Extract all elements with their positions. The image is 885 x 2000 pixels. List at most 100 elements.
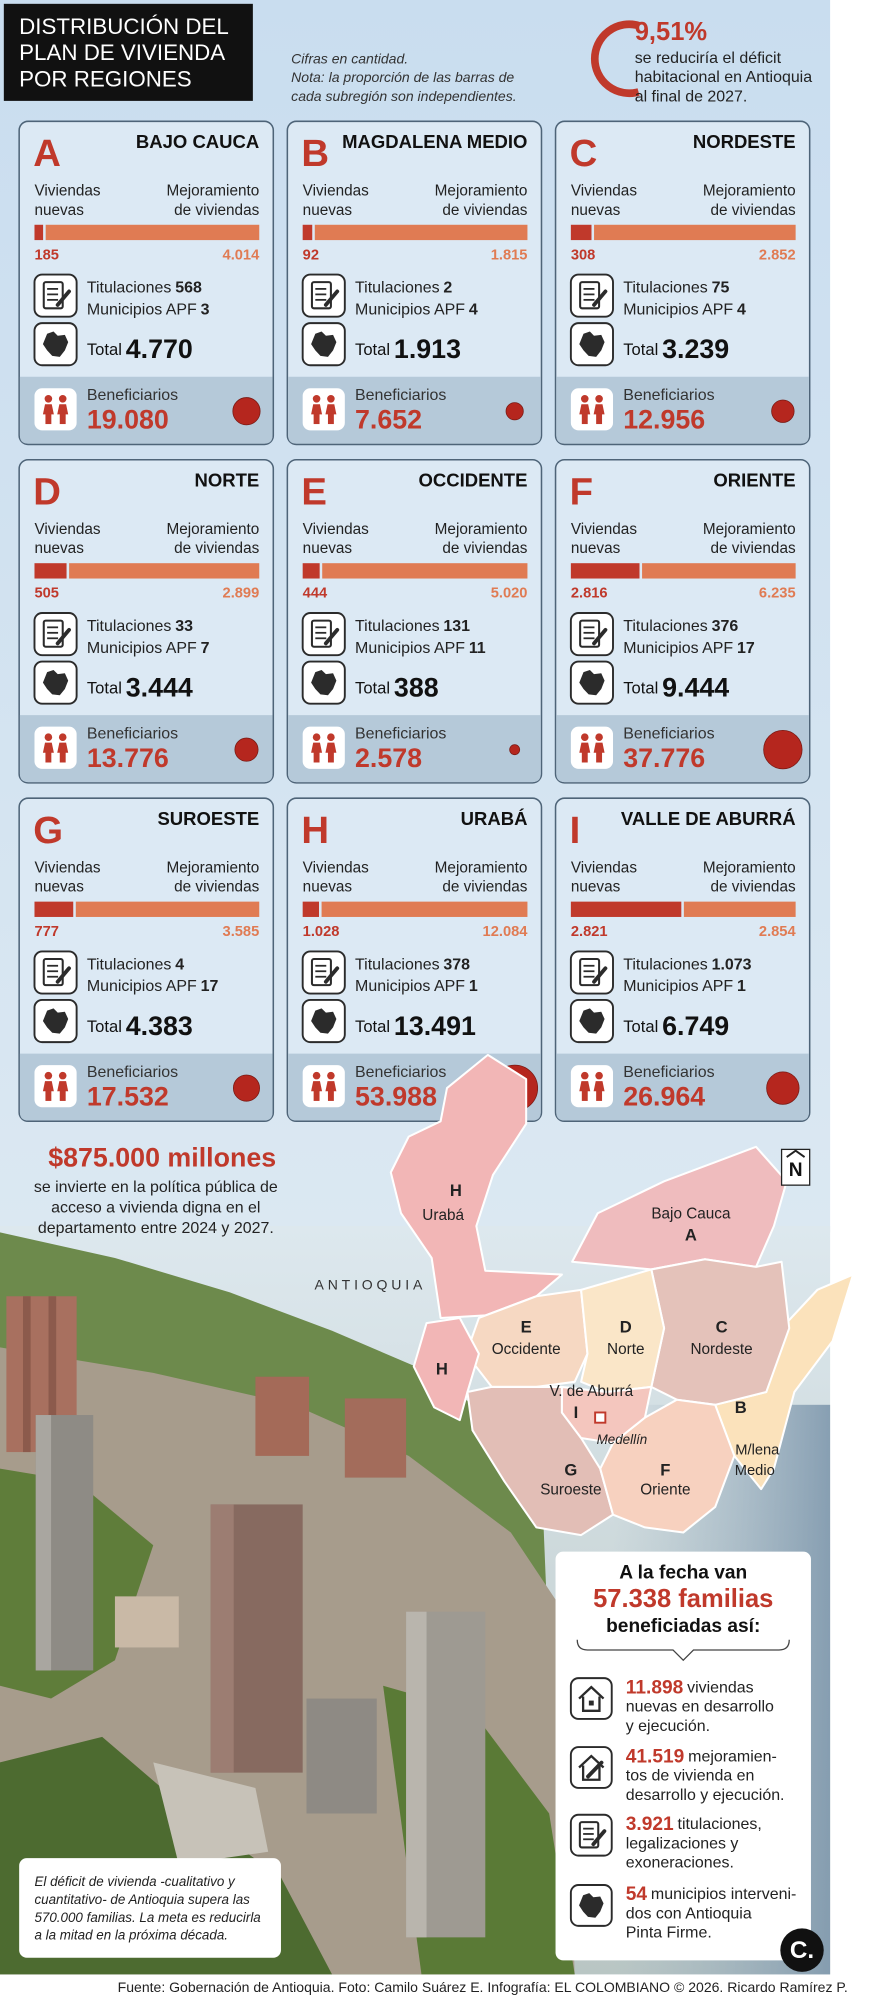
logo: C. bbox=[790, 1937, 814, 1964]
icon-body bbox=[57, 404, 69, 415]
summary-intro: A la fecha van bbox=[619, 1562, 747, 1583]
total: Total 4.770 bbox=[87, 334, 193, 364]
icon bbox=[569, 1884, 613, 1927]
beneficiarios-label: Beneficiarios bbox=[355, 726, 446, 743]
label-nuevas: Viviendas bbox=[303, 521, 369, 538]
map-label: Nordeste bbox=[690, 1341, 752, 1358]
icon-doc bbox=[42, 281, 64, 310]
summary-item-part: municipios interveni- bbox=[651, 1886, 796, 1903]
value-mejoramiento: 2.899 bbox=[223, 586, 260, 602]
map-label: A bbox=[685, 1226, 697, 1245]
card-bg bbox=[286, 458, 543, 784]
icon-frame bbox=[302, 726, 345, 769]
highlight-text: se reduciría el déficit bbox=[635, 50, 782, 67]
region-letter: F bbox=[570, 470, 593, 513]
titulaciones-part: Titulaciones bbox=[623, 957, 708, 974]
region-letter: A bbox=[33, 132, 61, 175]
icon-body bbox=[311, 1081, 323, 1092]
icon-legs bbox=[45, 1090, 52, 1101]
icon bbox=[33, 660, 78, 705]
titulaciones: Titulaciones 2 bbox=[355, 280, 452, 297]
titulaciones-part: 568 bbox=[175, 280, 202, 297]
card-bg bbox=[18, 797, 275, 1123]
investment-text: acceso a vivienda digna en el bbox=[51, 1199, 260, 1216]
titulaciones-part: 2 bbox=[443, 280, 452, 297]
icon bbox=[569, 1746, 613, 1789]
map-label: Occidente bbox=[492, 1341, 561, 1358]
label-mejoramiento: Mejoramiento bbox=[435, 521, 528, 538]
summary-item: 54 municipios interveni- bbox=[626, 1884, 797, 1905]
total: Total 3.444 bbox=[87, 673, 193, 703]
beneficiarios-circle bbox=[766, 1071, 800, 1105]
highlight-value: 9,51% bbox=[635, 18, 708, 46]
titulaciones-part: Titulaciones bbox=[623, 618, 708, 635]
label-mejoramiento: de viviendas bbox=[711, 879, 796, 896]
titulaciones-part: 378 bbox=[443, 957, 470, 974]
municipios: Municipios APF 17 bbox=[87, 978, 219, 995]
label-nuevas: nuevas bbox=[34, 879, 84, 896]
icon-body bbox=[42, 742, 54, 753]
value-nuevas: 92 bbox=[303, 247, 319, 263]
icon-doc bbox=[42, 958, 64, 987]
region-letter: C bbox=[570, 132, 598, 175]
icon-pen bbox=[55, 627, 71, 646]
bar-nuevas bbox=[570, 901, 682, 917]
summary-item: 41.519 mejoramien- bbox=[626, 1746, 777, 1767]
summary-item-part: viviendas bbox=[687, 1680, 754, 1697]
icon-pen bbox=[323, 966, 340, 984]
region-name: MAGDALENA MEDIO bbox=[342, 131, 527, 152]
icon-doc bbox=[310, 281, 332, 310]
label-mejoramiento: de viviendas bbox=[711, 540, 796, 557]
icon-body bbox=[579, 404, 591, 415]
summary-item-part: 54 bbox=[626, 1884, 648, 1905]
compass: N bbox=[789, 1160, 803, 1181]
icon-body bbox=[593, 404, 605, 415]
icon-frame bbox=[569, 273, 614, 318]
bar-mejoramiento bbox=[75, 901, 260, 917]
icon-head bbox=[58, 733, 67, 741]
municipios-part: Municipios APF bbox=[355, 978, 465, 995]
summary-item: 3.921 titulaciones, bbox=[626, 1814, 762, 1835]
icon-legs bbox=[327, 413, 334, 425]
icon-legs bbox=[581, 413, 588, 425]
icon bbox=[569, 660, 614, 705]
footnote: El déficit de vivienda -cualitativo y bbox=[34, 1874, 236, 1889]
icon bbox=[301, 660, 346, 705]
titulaciones: Titulaciones 131 bbox=[355, 618, 470, 635]
titulaciones-part: 1.073 bbox=[712, 957, 752, 974]
icon bbox=[33, 950, 78, 995]
municipios-part: Municipios APF bbox=[87, 978, 197, 995]
icon-head bbox=[327, 1071, 335, 1080]
municipios-part: Municipios APF bbox=[87, 640, 197, 657]
icon bbox=[570, 1065, 614, 1108]
region-name: OCCIDENTE bbox=[418, 469, 527, 490]
icon-body bbox=[42, 404, 54, 415]
titulaciones-part: 376 bbox=[712, 618, 739, 635]
icon-map bbox=[42, 669, 69, 696]
map-label: V. de Aburrá bbox=[549, 1383, 633, 1400]
municipios-part: 11 bbox=[469, 640, 486, 657]
map-label: G bbox=[564, 1461, 577, 1480]
beneficiarios-label: Beneficiarios bbox=[355, 387, 446, 404]
bar-mejoramiento bbox=[594, 224, 796, 241]
icon-head bbox=[595, 394, 603, 403]
map-oriente bbox=[599, 1398, 736, 1534]
summary-item: 11.898 viviendas bbox=[626, 1677, 754, 1698]
icon-frame bbox=[34, 726, 77, 769]
icon-head bbox=[58, 1071, 67, 1080]
icon-frame bbox=[33, 273, 78, 318]
icon-body bbox=[593, 742, 605, 753]
icon-map bbox=[579, 1008, 605, 1034]
icon-head bbox=[312, 394, 321, 403]
total-part: 4.770 bbox=[126, 334, 193, 364]
icon-body bbox=[579, 1081, 591, 1092]
label-mejoramiento: Mejoramiento bbox=[435, 859, 528, 876]
icon-star bbox=[588, 1700, 594, 1706]
titulaciones-part: 75 bbox=[712, 280, 730, 297]
icon bbox=[33, 322, 78, 367]
icon-house bbox=[578, 1685, 605, 1712]
icon bbox=[301, 612, 346, 657]
